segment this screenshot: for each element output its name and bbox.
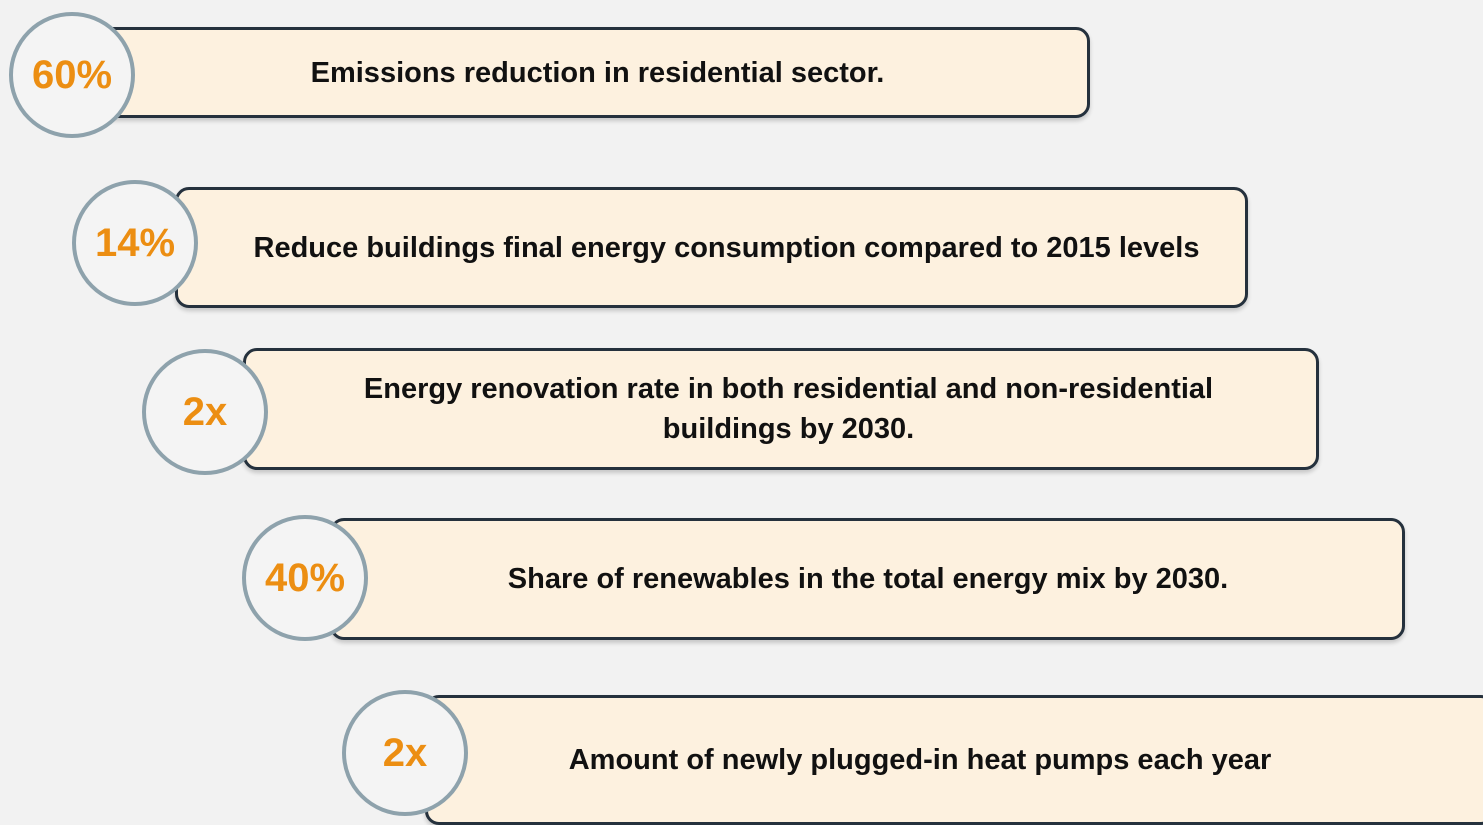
item-text: Reduce buildings final energy consumptio… <box>253 231 1200 264</box>
item-box: Share of renewables in the total energy … <box>330 518 1405 640</box>
item-box: Energy renovation rate in both residenti… <box>243 348 1319 470</box>
item-badge: 2x <box>142 349 268 475</box>
item-text: Share of renewables in the total energy … <box>507 563 1229 595</box>
item-text: Amount of newly plugged-in heat pumps ea… <box>568 744 1272 776</box>
item-badge: 2x <box>342 690 468 816</box>
item-text: Energy renovation rate in both residenti… <box>363 373 1214 445</box>
item-badge: 60% <box>9 12 135 138</box>
item-box: Amount of newly plugged-in heat pumps ea… <box>425 695 1483 825</box>
item-box: Reduce buildings final energy consumptio… <box>175 187 1248 308</box>
item-box: Emissions reduction in residential secto… <box>95 27 1090 118</box>
item-badge: 14% <box>72 180 198 306</box>
item-text: Emissions reduction in residential secto… <box>310 56 885 89</box>
item-badge: 40% <box>242 515 368 641</box>
